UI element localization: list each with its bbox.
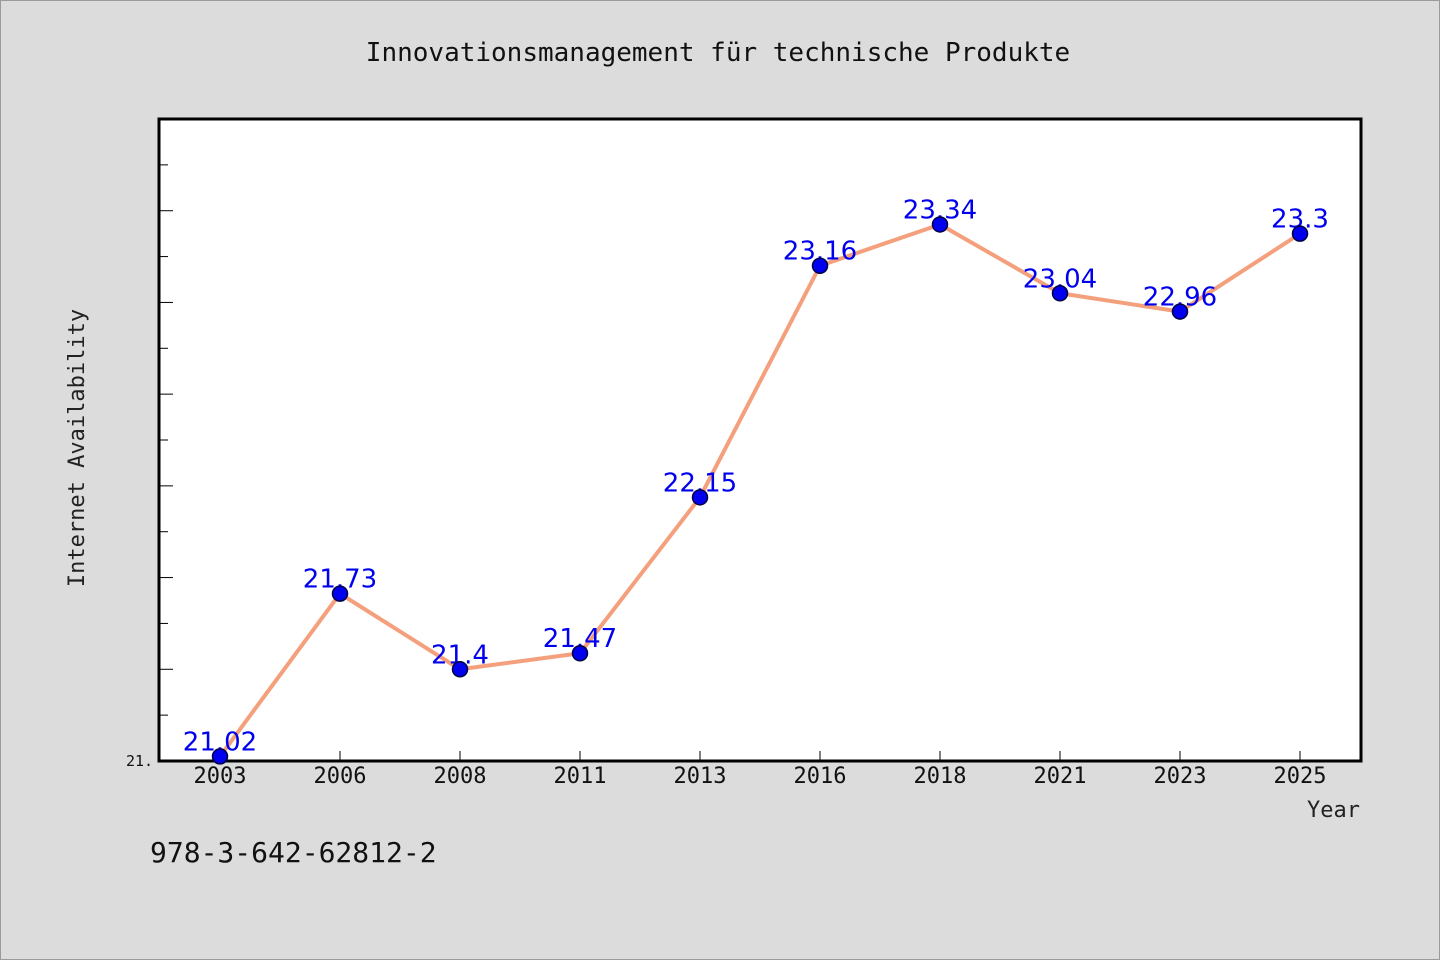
data-point — [211, 748, 229, 765]
y-axis-ticks — [159, 118, 173, 762]
x-tick-label: 2013 — [674, 764, 727, 789]
isbn-footer: 978-3-642-62812-2 — [150, 836, 437, 869]
data-point — [811, 257, 829, 274]
plot-area — [157, 117, 1363, 763]
data-point — [1051, 285, 1069, 302]
x-tick-label: 2023 — [1154, 764, 1207, 789]
x-tick-label: 2025 — [1274, 764, 1327, 789]
x-tick-label: 2018 — [914, 764, 967, 789]
x-axis-ticks: 2003 2006 2008 2011 2013 2016 2018 2021 2023 2025 — [194, 751, 1327, 789]
x-tick-label: 2011 — [554, 764, 607, 789]
y-tick-label: 21. — [126, 752, 153, 770]
x-tick-label: 2003 — [194, 764, 247, 789]
data-point — [1291, 225, 1309, 242]
data-point — [451, 661, 469, 678]
chart-title: Innovationsmanagement für technische Pro… — [366, 38, 1070, 68]
x-tick-label: 2016 — [794, 764, 847, 789]
y-axis-label: Internet Availability — [65, 309, 90, 587]
data-point — [931, 216, 949, 233]
x-tick-label: 2006 — [314, 764, 367, 789]
x-axis-label: Year — [1307, 798, 1360, 823]
data-point — [691, 489, 709, 506]
series-line — [218, 222, 1302, 758]
data-point — [571, 644, 589, 662]
series-group: 21.0221.7321.421.4722.1523.1623.3423.042… — [183, 195, 1329, 765]
x-tick-label: 2021 — [1034, 764, 1087, 789]
data-point — [331, 585, 349, 602]
x-tick-label: 2008 — [434, 764, 487, 789]
data-point — [1171, 303, 1189, 320]
